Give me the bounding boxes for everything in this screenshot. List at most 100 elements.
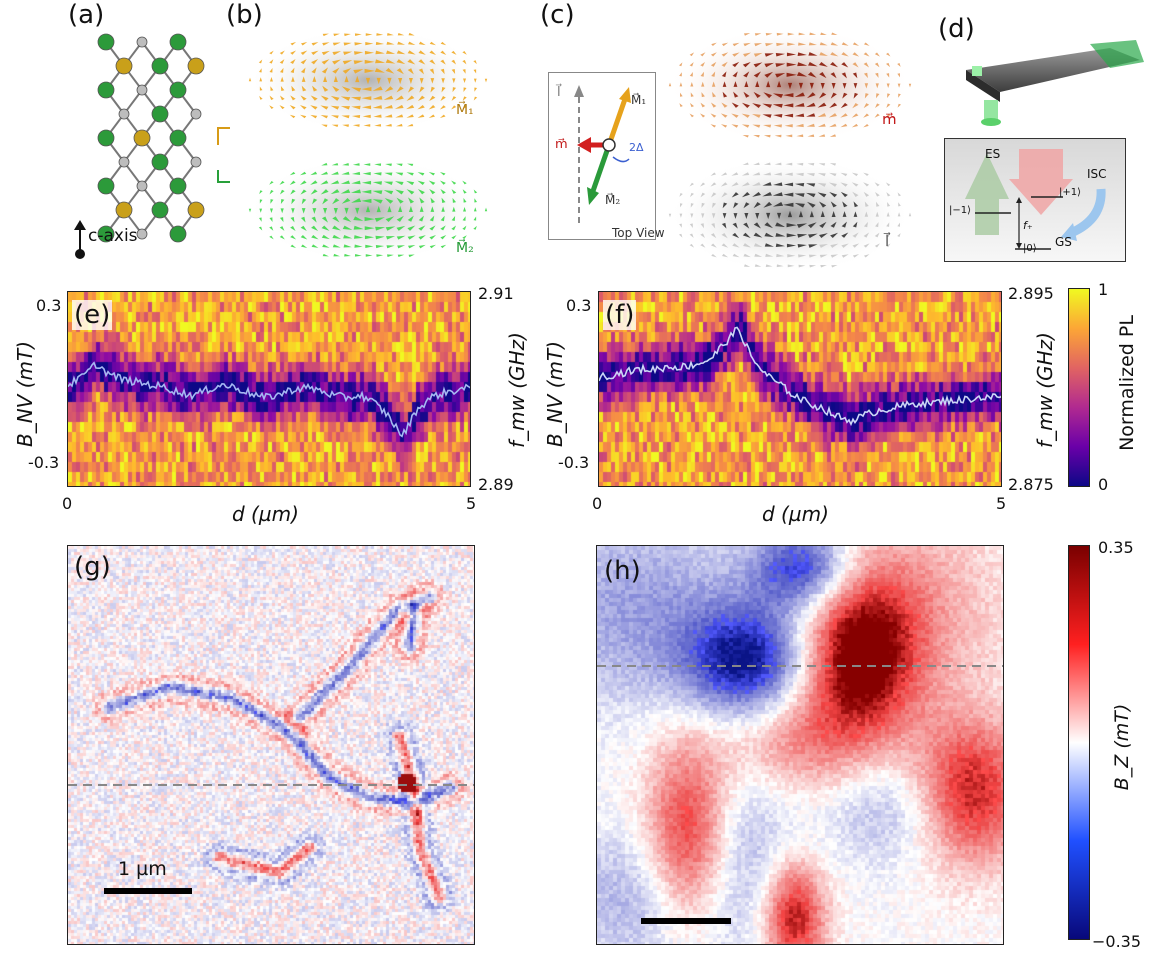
isc-label: ISC xyxy=(1087,167,1107,181)
spin-arrow xyxy=(451,180,457,185)
spin-arrow xyxy=(786,233,797,238)
plus1-label: |+1⟩ xyxy=(1059,187,1082,198)
spin-arrow xyxy=(752,124,761,128)
spin-arrow xyxy=(397,32,405,36)
spin-arrow xyxy=(886,192,891,197)
spin-arrow xyxy=(269,68,273,73)
spin-arrow xyxy=(342,162,349,166)
spin-arrow xyxy=(830,52,839,57)
spin-arrow xyxy=(310,189,318,195)
spin-arrow xyxy=(863,182,870,187)
spin-arrow xyxy=(754,33,762,36)
spin-arrow xyxy=(311,59,319,65)
spin-arrow xyxy=(428,105,436,110)
spin-arrow xyxy=(407,50,416,55)
spin-arrow xyxy=(830,72,837,79)
spin-arrow xyxy=(269,235,274,240)
spin-arrow xyxy=(365,254,373,257)
spin-arrow xyxy=(874,182,880,187)
spin-arrow xyxy=(710,124,717,128)
spin-arrow xyxy=(796,72,808,77)
spin-arrow xyxy=(841,52,849,57)
spin-arrow xyxy=(311,234,319,240)
spin-arrow xyxy=(783,182,794,187)
spin-arrow xyxy=(258,68,262,73)
spin-arrow xyxy=(374,68,385,73)
spin-arrow xyxy=(361,87,372,92)
spin-arrow xyxy=(291,198,296,205)
spin-arrow xyxy=(874,62,880,68)
spin-arrow xyxy=(312,208,317,214)
spin-arrow xyxy=(908,83,912,88)
f-ylabel-right: f_mw (GHz) xyxy=(1033,332,1057,448)
spin-arrow xyxy=(361,189,372,194)
atom-green xyxy=(151,57,169,75)
atom-yellow xyxy=(133,129,151,147)
spin-arrow xyxy=(897,83,901,88)
bz-colorbar-max: 0.35 xyxy=(1098,538,1134,557)
spin-arrow xyxy=(841,243,849,248)
spin-arrow xyxy=(280,76,284,82)
spin-arrow xyxy=(798,264,806,268)
spin-arrow xyxy=(407,59,416,65)
spin-arrow xyxy=(829,102,838,108)
heatmap-f xyxy=(598,291,1002,487)
spin-arrow xyxy=(897,222,900,227)
spin-arrow xyxy=(840,102,848,109)
spin-arrow xyxy=(787,210,793,218)
spin-arrow xyxy=(787,32,795,36)
spin-arrow xyxy=(473,78,477,83)
spin-arrow xyxy=(875,72,879,78)
atom-yellow xyxy=(115,201,133,219)
spin-arrow xyxy=(350,189,361,194)
spin-arrow xyxy=(300,225,307,232)
spin-arrow xyxy=(852,232,859,238)
spin-arrow xyxy=(794,182,805,187)
spin-arrow xyxy=(321,59,330,65)
spin-arrow xyxy=(312,76,317,82)
spin-arrow xyxy=(341,198,351,204)
spin-arrow xyxy=(364,50,375,55)
spin-arrow xyxy=(794,113,805,118)
spin-arrow xyxy=(344,207,349,215)
spin-arrow xyxy=(776,253,785,258)
spin-arrow xyxy=(299,105,307,110)
spin-arrow xyxy=(428,114,435,118)
spin-arrow xyxy=(897,192,902,197)
spin-arrow xyxy=(343,42,352,46)
spin-arrow xyxy=(852,221,858,228)
spin-arrow xyxy=(787,42,796,46)
spin-arrow xyxy=(785,134,793,138)
spin-arrow xyxy=(342,68,352,74)
resonance-trace-f xyxy=(599,326,1001,427)
minus1-label: |−1⟩ xyxy=(949,205,972,216)
spin-arrow xyxy=(842,201,848,208)
spin-arrow xyxy=(269,59,274,64)
spin-arrow xyxy=(375,41,385,46)
spin-arrow xyxy=(864,211,869,217)
spin-arrow xyxy=(786,62,797,67)
spin-arrow xyxy=(820,32,827,35)
spin-arrow xyxy=(710,102,717,108)
spin-arrow xyxy=(407,123,414,127)
spin-arrow xyxy=(322,253,329,257)
spin-arrow xyxy=(376,205,381,213)
spin-arrow xyxy=(755,212,760,220)
spin-arrow xyxy=(690,82,694,87)
spin-arrow xyxy=(765,43,774,47)
spin-arrow xyxy=(439,114,446,119)
e-ytick-bottom: -0.3 xyxy=(28,453,60,472)
spin-arrow xyxy=(807,201,816,208)
spin-arrow xyxy=(385,216,395,222)
spin-arrow xyxy=(701,202,705,208)
spin-arrow xyxy=(280,85,285,92)
spin-arrow xyxy=(451,225,457,231)
spin-arrow xyxy=(462,51,467,55)
spin-arrow xyxy=(365,33,373,36)
spin-arrow xyxy=(689,223,693,229)
spin-arrow xyxy=(741,102,750,108)
spin-arrow xyxy=(375,50,385,55)
spin-arrow xyxy=(397,245,406,249)
spin-arrow xyxy=(764,53,774,57)
spin-arrow xyxy=(451,235,457,240)
